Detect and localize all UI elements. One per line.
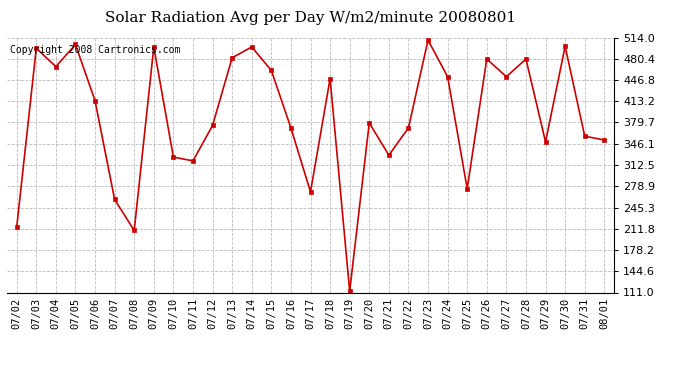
Text: Solar Radiation Avg per Day W/m2/minute 20080801: Solar Radiation Avg per Day W/m2/minute …	[105, 11, 516, 25]
Text: Copyright 2008 Cartronics.com: Copyright 2008 Cartronics.com	[10, 45, 180, 55]
